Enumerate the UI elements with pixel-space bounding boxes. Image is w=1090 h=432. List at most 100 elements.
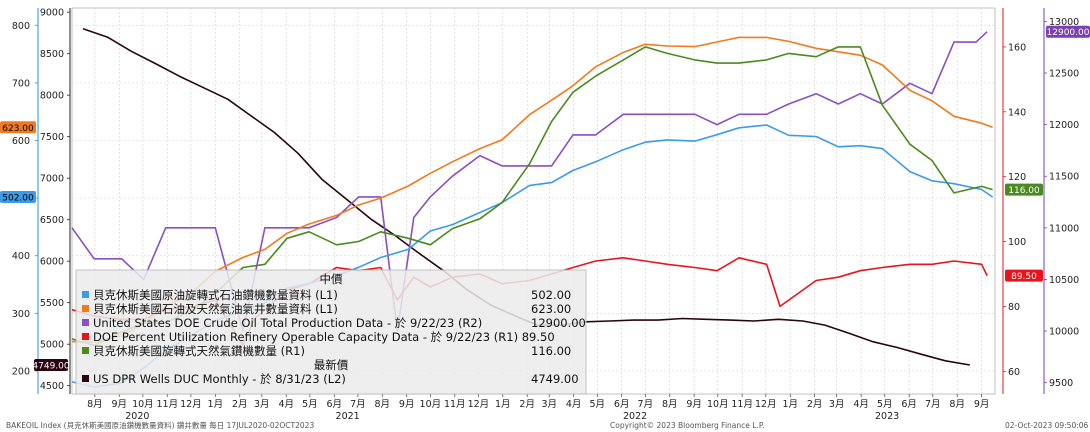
legend-label-total_rigs: 貝克休斯美國石油及天然氣油氣井數量資料 (L1)	[93, 302, 338, 316]
y-tick-label: 100	[1008, 237, 1026, 248]
y-tick-label: 12000	[1049, 120, 1079, 131]
x-tick-label: 3月	[829, 399, 845, 410]
x-tick-label: 12月	[180, 399, 202, 410]
footer-copyright: Copyright© 2023 Bloomberg Finance L.P.	[610, 421, 765, 430]
x-tick-label: 10月	[420, 399, 442, 410]
y-tick-label: 200	[12, 366, 30, 377]
legend-value-oil_rigs: 502.00	[531, 288, 571, 302]
x-tick-label: 8月	[375, 399, 391, 410]
footer-source: BAKEOIL Index (貝克休斯美國原油鑽機數量資料) 鑽井數量 每日 1…	[6, 420, 314, 430]
x-tick-label: 2月	[519, 399, 535, 410]
legend-value-duc: 4749.00	[531, 372, 579, 386]
legend-swatch-utilization	[82, 333, 89, 340]
x-tick-label: 9月	[974, 399, 990, 410]
x-tick-label: 11月	[444, 399, 466, 410]
x-tick-label: 10月	[707, 399, 729, 410]
axes: 8月 9月 10月 11月 12月 1月 2月 3月 4月 5月 6月 7月 8月 9月 10月 11月 12月…	[12, 8, 1079, 422]
x-year-label: 2023	[875, 411, 899, 422]
x-tick-label: 3月	[254, 399, 270, 410]
legend-swatch-gas_rigs	[82, 347, 89, 354]
y-tick-label: 6500	[40, 215, 64, 226]
legend-label-duc: US DPR Wells DUC Monthly - 於 8/31/23 (L2…	[93, 372, 346, 386]
x-tick-label: 3月	[541, 399, 557, 410]
footer: BAKEOIL Index (貝克休斯美國原油鑽機數量資料) 鑽井數量 每日 1…	[6, 420, 1089, 430]
y-tick-label: 13000	[1049, 17, 1079, 28]
y-tick-label: 80	[1008, 302, 1020, 313]
x-year-label: 2022	[623, 411, 647, 422]
x-tick-label: 8月	[87, 399, 103, 410]
x-tick-label: 6月	[614, 399, 630, 410]
legend-swatch-oil_rigs	[82, 291, 89, 298]
x-tick-label: 5月	[302, 399, 318, 410]
y-tick-label: 7000	[40, 174, 64, 185]
x-tick-label: 6月	[326, 399, 342, 410]
legend-swatch-production	[82, 319, 89, 326]
tag-box-duc	[34, 359, 68, 372]
y-tick-label: 140	[1008, 107, 1026, 118]
y-tick-label: 10000	[1049, 327, 1079, 338]
tag-box-production	[1046, 25, 1090, 38]
y-tick-label: 11000	[1049, 223, 1079, 234]
legend-label-gas_rigs: 貝克休斯美國旋轉式天然氣鑽機數量 (R1)	[93, 344, 305, 358]
legend-label-utilization: DOE Percent Utilization Refinery Operabl…	[93, 330, 555, 344]
x-tick-label: 4月	[278, 399, 294, 410]
x-tick-label: 10月	[132, 399, 154, 410]
x-tick-label: 7月	[638, 399, 654, 410]
x-tick-label: 1月	[782, 399, 798, 410]
x-tick-label: 4月	[853, 399, 869, 410]
legend-label-oil_rigs: 貝克休斯美國原油旋轉式石油鑽機數量資料 (L1)	[93, 288, 338, 302]
y-tick-label: 8000	[40, 91, 64, 102]
x-tick-label: 9月	[686, 399, 702, 410]
x-year-label: 2021	[336, 411, 360, 422]
x-tick-label: 7月	[350, 399, 366, 410]
legend-value-total_rigs: 623.00	[531, 302, 571, 316]
legend-swatch-duc	[82, 375, 89, 382]
y-tick-label: 5000	[40, 340, 64, 351]
y-tick-label: 60	[1008, 367, 1020, 378]
tag-label-duc: 4749.00	[32, 362, 69, 372]
tag-label-gas_rigs: 116.00	[1008, 186, 1040, 196]
x-tick-label: 5月	[877, 399, 893, 410]
tag-box-utilization	[1005, 269, 1043, 282]
x-tick-label: 11月	[156, 399, 178, 410]
y-tick-label: 120	[1008, 172, 1026, 183]
legend-background	[75, 269, 587, 395]
x-tick-label: 1月	[208, 399, 224, 410]
y-tick-label: 11500	[1049, 172, 1079, 183]
y-tick-label: 7500	[40, 132, 64, 143]
tag-label-oil_rigs: 502.00	[2, 193, 34, 203]
x-tick-label: 2月	[807, 399, 823, 410]
x-year-label: 2020	[125, 411, 149, 422]
y-tick-label: 8500	[40, 49, 64, 60]
x-tick-label: 12月	[755, 399, 777, 410]
legend-value-production: 12900.00	[531, 316, 586, 330]
legend-value-gas_rigs: 116.00	[531, 344, 571, 358]
y-tick-label: 9000	[40, 8, 64, 19]
x-tick-label: 7月	[925, 399, 941, 410]
legend-swatch-total_rigs	[82, 305, 89, 312]
y-tick-label: 5500	[40, 298, 64, 309]
y-tick-label: 600	[12, 136, 30, 147]
x-tick-label: 12月	[468, 399, 490, 410]
y-tick-label: 700	[12, 78, 30, 89]
y-tick-label: 160	[1008, 42, 1026, 53]
tag-label-production: 12900.00	[1047, 28, 1090, 38]
y-tick-label: 400	[12, 251, 30, 262]
legend-header-latest: 最新價	[314, 358, 349, 372]
x-tick-label: 8月	[662, 399, 678, 410]
x-tick-label: 9月	[399, 399, 415, 410]
tag-label-utilization: 89.50	[1011, 272, 1037, 282]
y-tick-label: 9500	[1049, 378, 1073, 389]
tag-box-total_rigs	[0, 121, 36, 134]
y-tick-label: 800	[12, 21, 30, 32]
tag-box-gas_rigs	[1005, 183, 1043, 196]
tag-box-oil_rigs	[0, 190, 36, 203]
x-tick-label: 2月	[232, 399, 248, 410]
y-tick-label: 6000	[40, 257, 64, 268]
series-line-total_rigs	[71, 36, 993, 343]
x-tick-label: 5月	[590, 399, 606, 410]
y-tick-label: 12500	[1049, 69, 1079, 80]
y-tick-label: 4500	[40, 381, 64, 392]
